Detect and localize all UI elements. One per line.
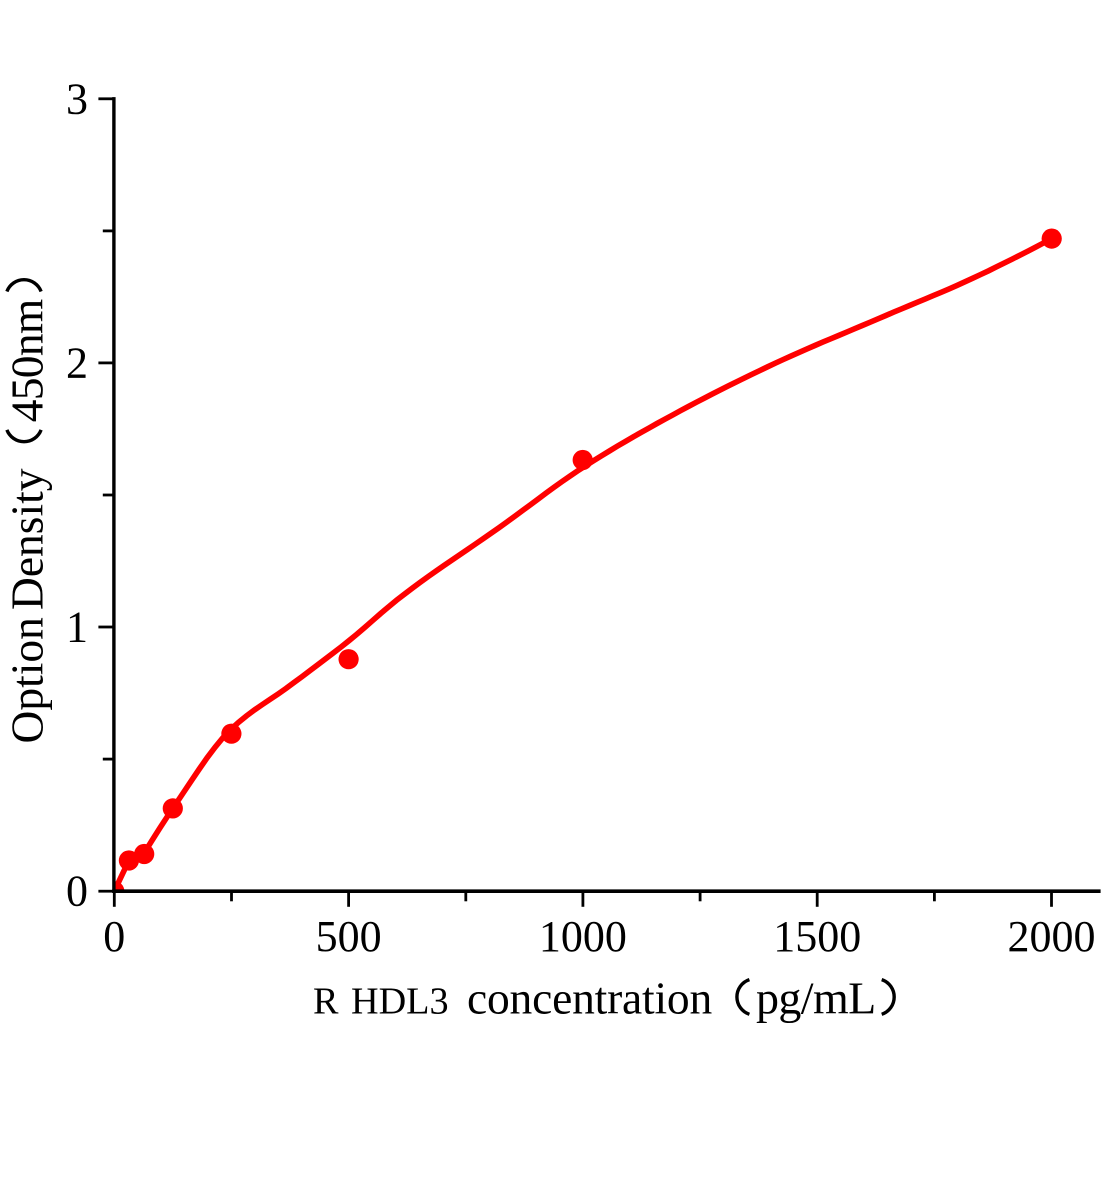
svg-text:2000: 2000 xyxy=(1008,912,1096,961)
svg-text:0: 0 xyxy=(103,912,125,961)
svg-text:2: 2 xyxy=(66,338,88,387)
svg-text:1000: 1000 xyxy=(539,912,627,961)
svg-text:1500: 1500 xyxy=(773,912,861,961)
svg-text:1: 1 xyxy=(66,603,88,652)
svg-text:Option Density: Option Density xyxy=(2,468,53,743)
svg-text:pg/mL: pg/mL xyxy=(756,973,876,1024)
svg-text:0: 0 xyxy=(66,867,88,916)
svg-text:R HDL3: R HDL3 xyxy=(313,981,449,1023)
svg-text:500: 500 xyxy=(316,912,382,961)
svg-text:450nm: 450nm xyxy=(2,299,53,422)
svg-text:3: 3 xyxy=(66,74,88,123)
svg-text:concentration: concentration xyxy=(467,973,712,1024)
